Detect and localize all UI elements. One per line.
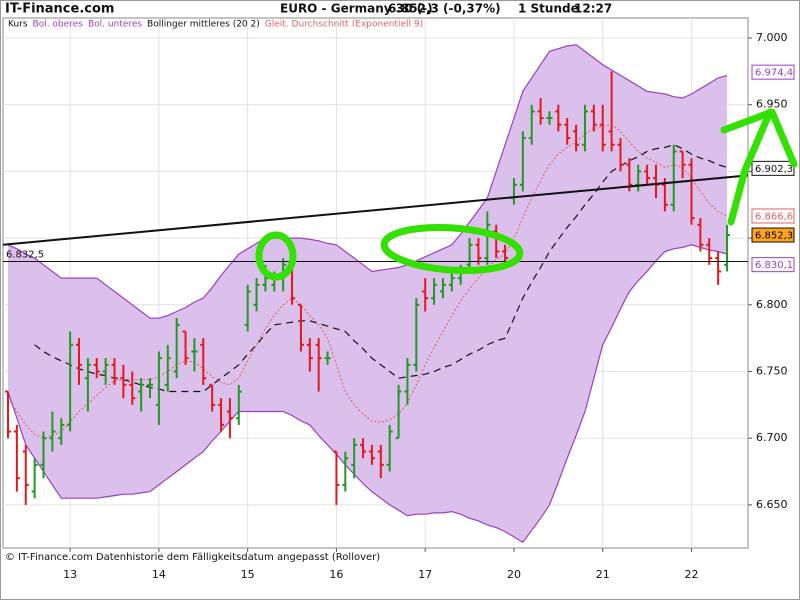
series-line (7, 44, 728, 319)
x-tick-label: 16 (329, 568, 343, 581)
hand-ellipse (380, 224, 524, 274)
legend-entry: Bol. oberes (33, 20, 84, 30)
price-tag-label: 6.852,3 (755, 231, 793, 242)
x-tick-label: 20 (507, 568, 521, 581)
quote: 6.852,3 (-0,37%) (388, 2, 501, 16)
y-tick-label: 6.950 (756, 98, 788, 111)
legend-entry: Kurs (8, 20, 28, 30)
footer: © IT-Finance.com Datenhistorie dem Fälli… (5, 552, 380, 563)
price-tag-box (751, 64, 795, 80)
y-tick-label: 6.800 (756, 298, 788, 311)
y-tick-label: 6.750 (756, 365, 788, 378)
x-tick-label: 17 (418, 568, 432, 581)
trend-line (2, 174, 749, 246)
price-tag-label: 6.866,6 (755, 211, 793, 222)
x-tick-label: 15 (241, 568, 255, 581)
hand-annotations (255, 108, 798, 281)
interval: 1 Stunde (518, 2, 579, 16)
price-tag-label: 6.902,3 (755, 164, 793, 175)
price-tag-box (751, 208, 795, 224)
legend-entry: Bollinger mittleres (20 2) (147, 20, 260, 30)
price-tag-box (751, 257, 795, 273)
price-tag-box (751, 227, 795, 243)
hand-circle (255, 231, 297, 281)
overlay-layer: 6.832,5 6.974,4 6.902,3 6.866,6 6.852,3 6.830… (2, 20, 795, 273)
bar-layer (5, 71, 730, 505)
price-tag-box (751, 160, 795, 176)
y-tick-label: 6.650 (756, 498, 788, 511)
time: 12:27 (574, 2, 612, 16)
x-tick-label: 22 (684, 568, 698, 581)
instrument: EURO - Germany 30 (-) (280, 2, 433, 16)
x-tick-label: 13 (63, 568, 77, 581)
price-tag-label: 6.974,4 (755, 68, 793, 79)
legend-entry: Gleit. Durchschnitt (Exponentiell 9) (265, 20, 423, 30)
x-tick-label: 21 (596, 568, 610, 581)
x-tick-label: 14 (152, 568, 166, 581)
y-tick-label: 6.700 (756, 431, 788, 444)
hand-arrow-shaft (727, 108, 774, 226)
legend-entry: Bol. unteres (88, 20, 142, 30)
band-layer (8, 44, 727, 543)
series-line (7, 244, 728, 544)
site-name: IT-Finance.com (5, 2, 114, 17)
hand-arrow-head (720, 108, 798, 168)
series-line (7, 124, 728, 439)
price-tag-label: 6.830,1 (755, 260, 793, 271)
horizontal-line-label: 6.832,5 (6, 249, 44, 260)
bollinger-band-fill (8, 44, 727, 543)
y-tick-label: 7.000 (756, 31, 788, 44)
